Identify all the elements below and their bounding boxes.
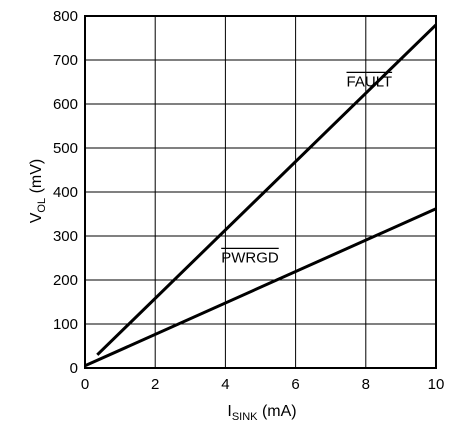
x-tick-label: 4 [221, 376, 229, 393]
x-tick-labels: 0 2 4 6 8 10 [81, 376, 445, 393]
x-tick-label: 8 [362, 376, 370, 393]
x-tick-label: 10 [428, 376, 445, 393]
plot-frame [84, 15, 437, 369]
y-axis-title-unit: (mV) [28, 159, 45, 198]
y-axis-title-sub: OL [36, 198, 48, 213]
x-tick-label: 0 [81, 376, 89, 393]
series-label-text: PWRGD [221, 249, 279, 266]
x-tick-label: 6 [291, 376, 299, 393]
y-tick-label: 700 [53, 52, 78, 69]
x-tick-label: 2 [151, 376, 159, 393]
y-tick-labels: 0 100 200 300 400 500 600 700 800 [53, 8, 78, 377]
series-line-pwrgd [84, 207, 437, 368]
series-lines [84, 23, 438, 368]
y-tick-label: 400 [53, 184, 78, 201]
x-axis-title-main: I [227, 403, 231, 420]
y-tick-label: 100 [53, 316, 78, 333]
series-label-pwrgd: PWRGD [221, 247, 279, 266]
y-tick-label: 600 [53, 96, 78, 113]
x-axis-title-unit: (mA) [258, 403, 297, 420]
series-line-fault [96, 23, 438, 356]
x-axis-title: ISINK (mA) [227, 403, 296, 423]
x-axis-title-sub: SINK [232, 411, 258, 423]
series-labels: FAULT PWRGD [221, 71, 393, 266]
y-tick-label: 800 [53, 8, 78, 25]
series-label-text: FAULT [347, 73, 393, 90]
y-axis-title-main: V [28, 212, 45, 223]
y-tick-label: 300 [53, 228, 78, 245]
y-tick-label: 500 [53, 140, 78, 157]
y-tick-label: 200 [53, 272, 78, 289]
y-tick-label: 0 [70, 360, 78, 377]
y-axis-title: VOL (mV) [28, 159, 48, 223]
series-label-fault: FAULT [346, 71, 393, 90]
